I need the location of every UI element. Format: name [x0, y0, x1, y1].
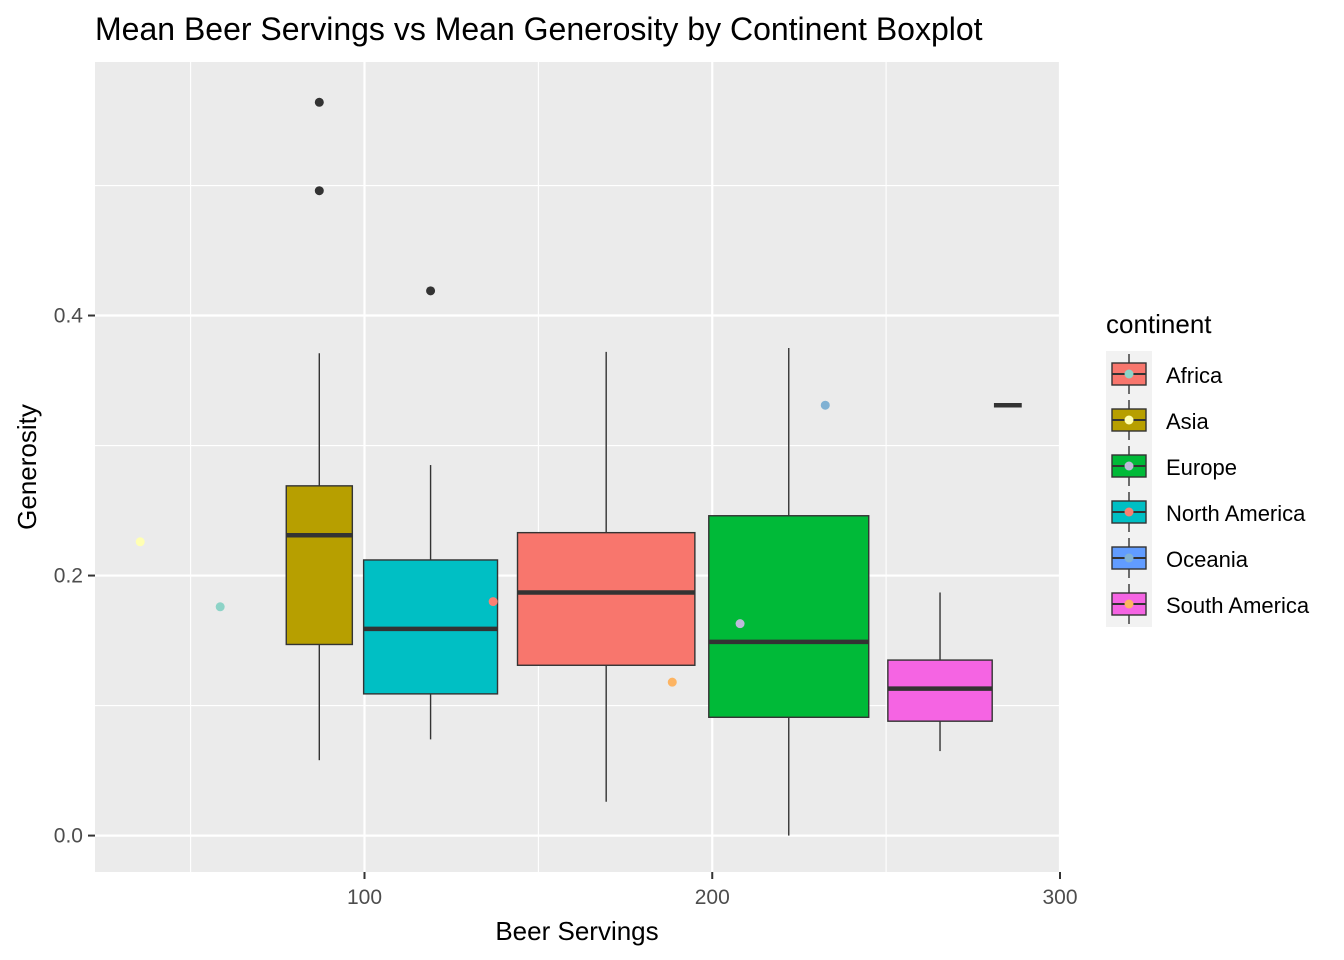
x-tick-label: 200 [695, 886, 730, 909]
point-south-america [667, 677, 677, 687]
grid-minor [95, 62, 1060, 872]
legend-key-background [1106, 351, 1152, 627]
points-layer [135, 400, 830, 687]
x-tick-label: 100 [347, 886, 382, 909]
y-tick-label: 0.0 [54, 825, 83, 848]
point-north-america [488, 597, 498, 607]
legend-key-dot [1124, 553, 1134, 563]
legend-label: North America [1166, 501, 1306, 526]
y-tick-label: 0.4 [54, 305, 84, 328]
x-tick-label: 300 [1042, 886, 1077, 909]
legend: continent Africa Asia Europe North America O… [1106, 309, 1310, 627]
legend-title: continent [1106, 309, 1212, 339]
legend-label: South America [1166, 593, 1310, 618]
grid-major [95, 62, 1062, 872]
box-africa [516, 351, 696, 802]
box-outlier [314, 97, 324, 107]
box-south-america [887, 592, 993, 752]
legend-label: Oceania [1166, 547, 1249, 572]
plot-panel [95, 62, 1060, 872]
point-oceania [820, 400, 830, 410]
legend-key-dot [1124, 599, 1134, 609]
x-axis: 100 200 300 [347, 872, 1078, 909]
box-north-america [362, 286, 499, 740]
legend-entry-oceania: Oceania [1111, 538, 1249, 578]
boxes-layer [285, 97, 1022, 836]
legend-key-dot [1124, 461, 1134, 471]
y-axis: 0.0 0.2 0.4 [54, 305, 95, 848]
legend-key-dot [1124, 369, 1134, 379]
legend-label: Europe [1166, 455, 1237, 480]
point-africa [215, 602, 225, 612]
legend-key-dot [1124, 507, 1134, 517]
legend-entry-africa: Africa [1111, 354, 1223, 394]
point-asia [135, 537, 145, 547]
legend-entry-north-america: North America [1111, 492, 1306, 532]
box-body [285, 485, 354, 646]
y-axis-title: Generosity [12, 404, 42, 530]
legend-key-dot [1124, 415, 1134, 425]
box-outlier [426, 286, 436, 296]
box-outlier [314, 186, 324, 196]
point-europe [735, 619, 745, 629]
chart-title: Mean Beer Servings vs Mean Generosity by… [95, 11, 983, 47]
box-europe [708, 348, 870, 836]
legend-entry-europe: Europe [1111, 446, 1237, 486]
legend-label: Africa [1166, 363, 1223, 388]
legend-label: Asia [1166, 409, 1210, 434]
y-tick-label: 0.2 [54, 565, 83, 588]
legend-entry-asia: Asia [1111, 400, 1210, 440]
box-body [516, 531, 696, 666]
x-axis-title: Beer Servings [495, 916, 658, 946]
box-asia [285, 97, 354, 761]
box-body [708, 515, 870, 718]
legend-entry-south-america: South America [1111, 584, 1310, 624]
